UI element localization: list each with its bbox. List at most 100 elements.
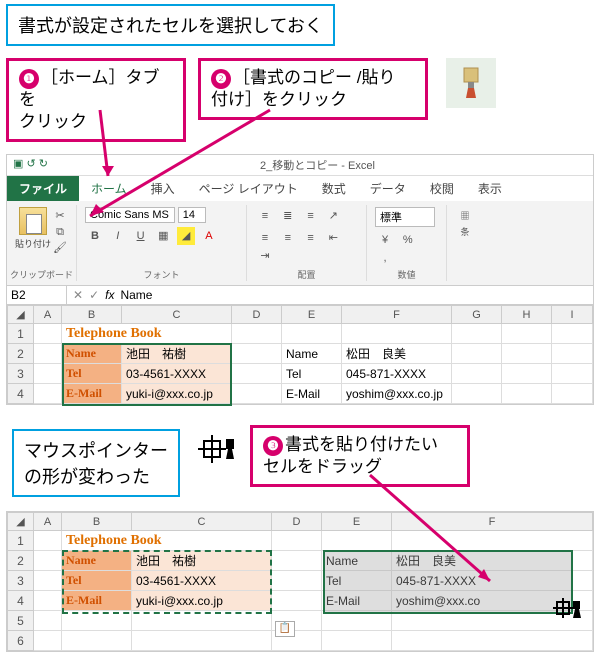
callout-preselect-text: 書式が設定されたセルを選択しておく bbox=[18, 16, 323, 36]
cell-tel-label-r: Tel bbox=[282, 364, 342, 384]
paste-button[interactable]: 貼り付け bbox=[15, 207, 51, 250]
formula-bar: B2 ✕ ✓ fx Name bbox=[7, 286, 593, 305]
table-row[interactable]: 4 E-Mail yuki-i@xxx.co.jp E-Mail yoshim@… bbox=[8, 591, 593, 611]
book-title: Telephone Book bbox=[62, 324, 232, 344]
name-box[interactable]: B2 bbox=[7, 286, 67, 304]
table-row[interactable]: 1 Telephone Book bbox=[8, 324, 593, 344]
col-B[interactable]: B bbox=[62, 306, 122, 324]
percent-icon[interactable]: % bbox=[399, 231, 417, 249]
col-A[interactable]: A bbox=[34, 513, 62, 531]
table-row[interactable]: 3 Tel 03-4561-XXXX Tel 045-871-XXXX bbox=[8, 364, 593, 384]
titlebar: ▣ ↺ ↻ 2_移動とコピー - Excel bbox=[7, 155, 593, 176]
cell2-tel-label: Tel bbox=[62, 571, 132, 591]
orient-icon[interactable]: ↗ bbox=[324, 207, 342, 225]
group-clipboard-label: クリップボード bbox=[7, 268, 76, 281]
underline-button[interactable]: U bbox=[132, 227, 150, 245]
comma-icon[interactable]: , bbox=[376, 249, 394, 267]
tab-formulas[interactable]: 数式 bbox=[310, 176, 358, 201]
paste-options-icon[interactable]: 📋 bbox=[275, 621, 295, 637]
format-painter-icon[interactable]: 🖌 bbox=[51, 239, 69, 257]
col-E[interactable]: E bbox=[282, 306, 342, 324]
table-row[interactable]: 2 Name 池田 祐樹 Name 松田 良美 bbox=[8, 551, 593, 571]
formula-value[interactable]: Name bbox=[120, 288, 152, 302]
font-size-select[interactable]: 14 bbox=[178, 207, 206, 223]
bold-button[interactable]: B bbox=[86, 227, 104, 245]
paste-label: 貼り付け bbox=[15, 239, 51, 249]
cell2-tel-label-r: Tel bbox=[322, 571, 392, 591]
col-G[interactable]: G bbox=[452, 306, 502, 324]
step1-num: ❶ bbox=[19, 69, 39, 89]
tab-data[interactable]: データ bbox=[358, 176, 418, 201]
step1-text-b: クリック bbox=[19, 112, 87, 131]
col-F[interactable]: F bbox=[392, 513, 593, 531]
cell-name-label-r: Name bbox=[282, 344, 342, 364]
font-color-button[interactable]: A bbox=[200, 227, 218, 245]
align-left-icon[interactable]: ≡ bbox=[256, 229, 274, 247]
align-right-icon[interactable]: ≡ bbox=[302, 229, 320, 247]
step-row-2: マウスポインター の形が変わった ❸書式を貼り付けたい セルをドラッグ bbox=[0, 417, 600, 509]
tab-view[interactable]: 表示 bbox=[466, 176, 514, 201]
worksheet-1[interactable]: ◢ A B C D E F G H I 1 Telephone Book 2 N… bbox=[7, 305, 593, 404]
step-row-1: ❶［ホーム］タブを クリック ❷［書式のコピー /貼り 付け］をクリック bbox=[0, 50, 600, 152]
cell2-tel-value: 03-4561-XXXX bbox=[132, 571, 272, 591]
cancel-icon[interactable]: ✕ bbox=[73, 288, 83, 302]
italic-button[interactable]: I bbox=[109, 227, 127, 245]
group-align: ≡ ≣ ≡ ↗ ≡ ≡ ≡ ⇤ ⇥ 配置 bbox=[247, 205, 367, 281]
cell-mail-value-r: yoshim@xxx.co.jp bbox=[342, 384, 452, 404]
align-top-icon[interactable]: ≡ bbox=[256, 207, 274, 225]
format-painter-cursor-icon bbox=[198, 425, 238, 471]
col-C[interactable]: C bbox=[122, 306, 232, 324]
callout-step1: ❶［ホーム］タブを クリック bbox=[6, 58, 186, 142]
align-mid-icon[interactable]: ≣ bbox=[279, 207, 297, 225]
fill-color-button[interactable]: ◢ bbox=[177, 227, 195, 245]
indent-dec-icon[interactable]: ⇤ bbox=[324, 229, 342, 247]
tab-file[interactable]: ファイル bbox=[7, 176, 79, 201]
indent-inc-icon[interactable]: ⇥ bbox=[256, 247, 274, 265]
col-E[interactable]: E bbox=[322, 513, 392, 531]
fx-icon[interactable]: fx bbox=[105, 288, 114, 302]
table-row[interactable]: 5 bbox=[8, 611, 593, 631]
select-all-corner[interactable]: ◢ bbox=[8, 513, 34, 531]
align-bot-icon[interactable]: ≡ bbox=[302, 207, 320, 225]
ribbon: 貼り付け ✂ ⧉ 🖌 クリップボード Comic Sans MS 14 B I … bbox=[7, 201, 593, 286]
table-row[interactable]: 1 Telephone Book bbox=[8, 531, 593, 551]
cell2-mail-value: yuki-i@xxx.co.jp bbox=[132, 591, 272, 611]
table-row[interactable]: 2 Name 池田 祐樹 Name 松田 良美 bbox=[8, 344, 593, 364]
col-A[interactable]: A bbox=[34, 306, 62, 324]
table-row[interactable]: 4 E-Mail yuki-i@xxx.co.jp E-Mail yoshim@… bbox=[8, 384, 593, 404]
tab-home[interactable]: ホーム bbox=[79, 176, 139, 201]
brush-icon bbox=[456, 66, 486, 100]
currency-icon[interactable]: ¥ bbox=[376, 231, 394, 249]
cell2-mail-label-r: E-Mail bbox=[322, 591, 392, 611]
select-all-corner[interactable]: ◢ bbox=[8, 306, 34, 324]
cond-format-icon[interactable]: ▦条 bbox=[456, 207, 474, 225]
col-D[interactable]: D bbox=[272, 513, 322, 531]
cell-tel-label: Tel bbox=[62, 364, 122, 384]
tab-layout[interactable]: ページ レイアウト bbox=[187, 176, 310, 201]
cell-mail-label: E-Mail bbox=[62, 384, 122, 404]
group-clipboard: 貼り付け ✂ ⧉ 🖌 クリップボード bbox=[7, 205, 77, 281]
step2-num: ❷ bbox=[211, 69, 231, 89]
worksheet-2[interactable]: ◢ A B C D E F 1 Telephone Book 2 Name 池田… bbox=[7, 512, 593, 651]
col-I[interactable]: I bbox=[552, 306, 593, 324]
col-H[interactable]: H bbox=[502, 306, 552, 324]
align-center-icon[interactable]: ≡ bbox=[279, 229, 297, 247]
step3-text-a: 書式を貼り付けたい bbox=[285, 435, 438, 454]
enter-icon[interactable]: ✓ bbox=[89, 288, 99, 302]
callout-pointer-changed: マウスポインター の形が変わった bbox=[12, 429, 180, 497]
step2-text-a: ［書式のコピー /貼り bbox=[233, 68, 395, 87]
tab-review[interactable]: 校閲 bbox=[418, 176, 466, 201]
number-format-select[interactable]: 標準 bbox=[375, 207, 435, 227]
col-B[interactable]: B bbox=[62, 513, 132, 531]
format-painter-cursor-icon bbox=[553, 598, 585, 625]
font-name-select[interactable]: Comic Sans MS bbox=[85, 207, 175, 223]
step1-text-a: ［ホーム］タブを bbox=[19, 68, 160, 109]
tab-insert[interactable]: 挿入 bbox=[139, 176, 187, 201]
col-D[interactable]: D bbox=[232, 306, 282, 324]
col-C[interactable]: C bbox=[132, 513, 272, 531]
table-row[interactable]: 3 Tel 03-4561-XXXX Tel 045-871-XXXX bbox=[8, 571, 593, 591]
cell2-name-label-r: Name bbox=[322, 551, 392, 571]
col-F[interactable]: F bbox=[342, 306, 452, 324]
table-row[interactable]: 6 bbox=[8, 631, 593, 651]
border-button[interactable]: ▦ bbox=[154, 227, 172, 245]
